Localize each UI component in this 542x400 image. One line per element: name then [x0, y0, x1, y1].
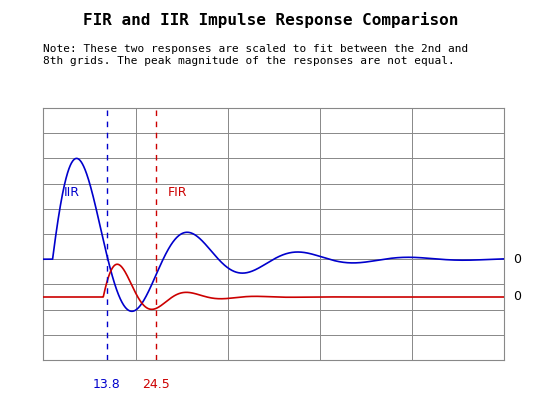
Text: 13.8: 13.8 [93, 378, 121, 391]
Text: 24.5: 24.5 [143, 378, 170, 391]
Text: 0: 0 [513, 253, 521, 266]
Text: Note: These two responses are scaled to fit between the 2nd and
8th grids. The p: Note: These two responses are scaled to … [43, 44, 469, 66]
Text: IIR: IIR [64, 186, 80, 199]
Text: FIR: FIR [168, 186, 187, 199]
Text: 0: 0 [513, 290, 521, 304]
Text: FIR and IIR Impulse Response Comparison: FIR and IIR Impulse Response Comparison [83, 12, 459, 28]
